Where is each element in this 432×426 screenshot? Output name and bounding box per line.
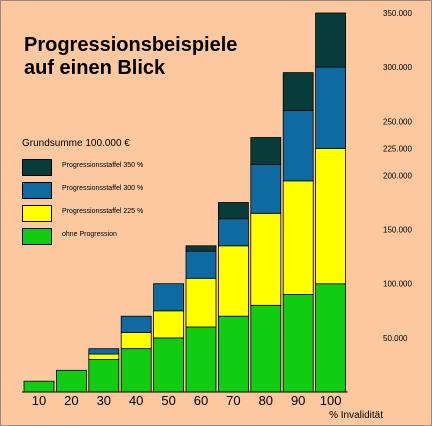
- legend-label: Progressionsstaffel 225 %: [62, 208, 144, 215]
- x-tick-label-50: 50: [161, 393, 175, 408]
- bar-segment-50-series-0: [153, 337, 185, 393]
- bar-segment-20-series-0: [56, 369, 87, 393]
- chart-title-line-1: Progressionsbeispiele: [24, 34, 238, 56]
- x-tick-label-20: 20: [64, 393, 78, 408]
- y-tick-label-225000: 225.000: [383, 144, 412, 153]
- bar-segment-30-series-1: [88, 353, 120, 360]
- legend-label: ohne Progression: [62, 231, 117, 238]
- bar-segment-70-series-1: [217, 245, 249, 317]
- y-tick-label-300000: 300.000: [383, 63, 412, 72]
- x-tick-label-90: 90: [291, 393, 305, 408]
- bar-segment-90-series-3: [282, 72, 314, 111]
- legend-swatch: [22, 228, 52, 245]
- x-tick-label-80: 80: [259, 393, 273, 408]
- x-tick-label-10: 10: [32, 393, 46, 408]
- x-tick-label-70: 70: [226, 393, 240, 408]
- y-tick-label-50000: 50.000: [383, 334, 408, 343]
- bar-segment-100-series-3: [315, 12, 347, 68]
- bar-segment-70-series-0: [217, 315, 249, 393]
- bar-segment-60-series-1: [185, 277, 217, 328]
- bar-segment-90-series-0: [282, 294, 314, 393]
- bar-segment-80-series-1: [250, 212, 282, 306]
- y-tick-label-350000: 350.000: [383, 9, 412, 18]
- x-tick-label-60: 60: [194, 393, 208, 408]
- bar-segment-40-series-0: [120, 348, 152, 393]
- legend-label: Progressionsstaffel 350 %: [62, 162, 144, 169]
- bar-segment-100-series-2: [315, 66, 347, 149]
- x-tick-label-100: 100: [320, 393, 342, 408]
- bar-segment-80-series-2: [250, 164, 282, 214]
- bar-segment-100-series-1: [315, 147, 347, 285]
- y-tick-label-150000: 150.000: [383, 226, 412, 235]
- x-axis-label: % Invalidität: [329, 410, 383, 421]
- legend-swatch: [22, 182, 52, 199]
- bar-segment-40-series-2: [120, 315, 152, 333]
- x-tick-label-30: 30: [97, 393, 111, 408]
- chart-title-line-2: auf einen Blick: [24, 57, 166, 79]
- bar-segment-90-series-1: [282, 180, 314, 295]
- bar-segment-100-series-0: [315, 283, 347, 393]
- bar-segment-50-series-1: [153, 310, 185, 339]
- bar-segment-30-series-2: [88, 348, 120, 355]
- bar-segment-80-series-3: [250, 137, 282, 166]
- bar-segment-30-series-0: [88, 359, 120, 393]
- bar-segment-70-series-3: [217, 202, 249, 220]
- bar-segment-60-series-3: [185, 245, 217, 252]
- bar-segment-70-series-2: [217, 218, 249, 247]
- y-tick-label-250000: 250.000: [383, 117, 412, 126]
- bar-segment-90-series-2: [282, 110, 314, 182]
- bar-segment-80-series-0: [250, 304, 282, 393]
- y-tick-label-200000: 200.000: [383, 171, 412, 180]
- x-tick-label-40: 40: [129, 393, 143, 408]
- legend-swatch: [22, 159, 52, 176]
- chart-title: Progressionsbeispiele auf einen Blick: [24, 34, 237, 80]
- y-tick-label-100000: 100.000: [383, 280, 412, 289]
- bar-segment-10-series-0: [23, 380, 55, 393]
- bar-segment-40-series-1: [120, 331, 152, 349]
- legend-swatch: [22, 205, 52, 222]
- bar-segment-60-series-0: [185, 326, 217, 393]
- legend-label: Progressionsstaffel 300 %: [62, 185, 144, 192]
- bar-segment-60-series-2: [185, 250, 217, 279]
- bar-segment-50-series-2: [153, 283, 185, 312]
- legend-title: Grundsumme 100.000 €: [22, 138, 130, 149]
